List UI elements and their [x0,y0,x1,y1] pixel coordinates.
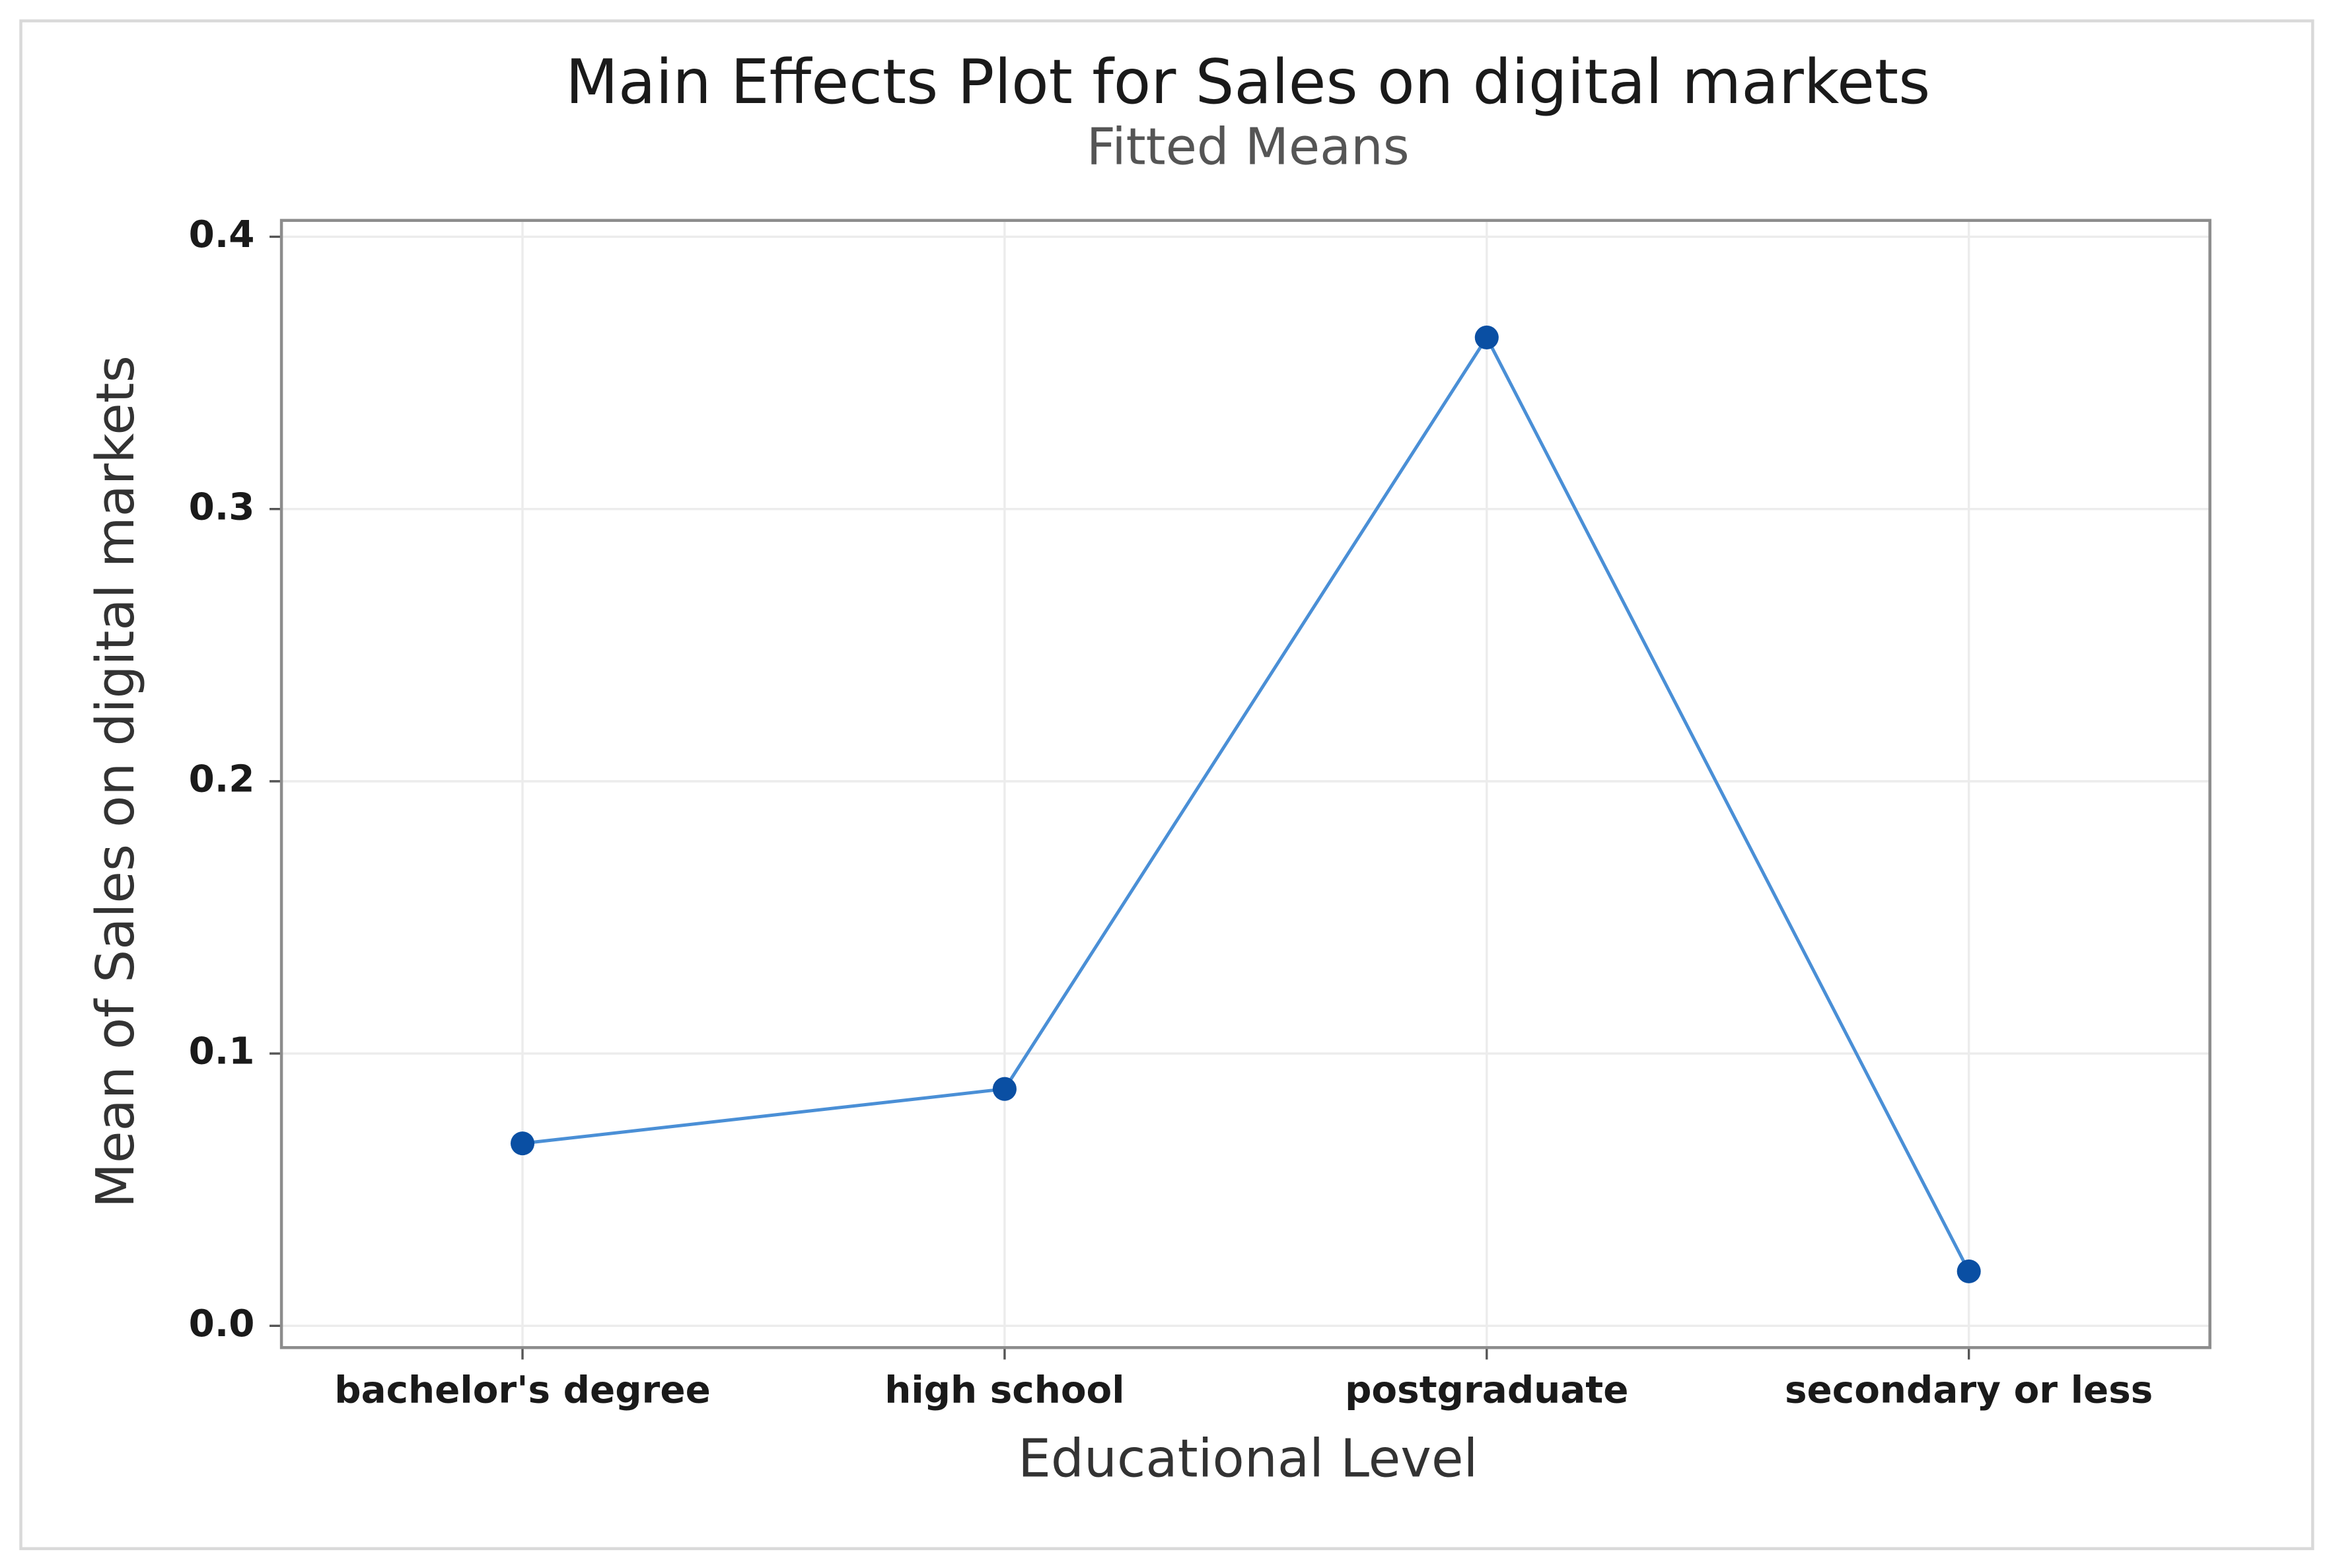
y-tick-label: 0.3 [189,485,255,528]
y-tick-label: 0.1 [189,1030,255,1073]
data-point [1474,325,1499,349]
y-tick-label: 0.0 [189,1302,255,1345]
x-tick-label: bachelor's degree [334,1369,711,1412]
x-axis-label: Educational Level [1018,1428,1478,1489]
data-point [992,1077,1017,1101]
data-point [510,1131,535,1156]
y-tick-label: 0.2 [189,758,255,801]
x-tick-label: postgraduate [1345,1369,1628,1412]
data-line [522,334,1970,1273]
y-axis-label: Mean of Sales on digital markets [85,355,146,1208]
chart-title: Main Effects Plot for Sales on digital m… [565,46,1930,118]
plot-frame [279,219,2211,1349]
data-point [1957,1259,1981,1283]
chart-subtitle: Fitted Means [1087,118,1410,177]
chart-border [19,19,2315,1550]
y-tick-label: 0.4 [189,213,255,256]
x-tick-label: high school [884,1369,1124,1412]
x-tick-label: secondary or less [1785,1369,2153,1412]
